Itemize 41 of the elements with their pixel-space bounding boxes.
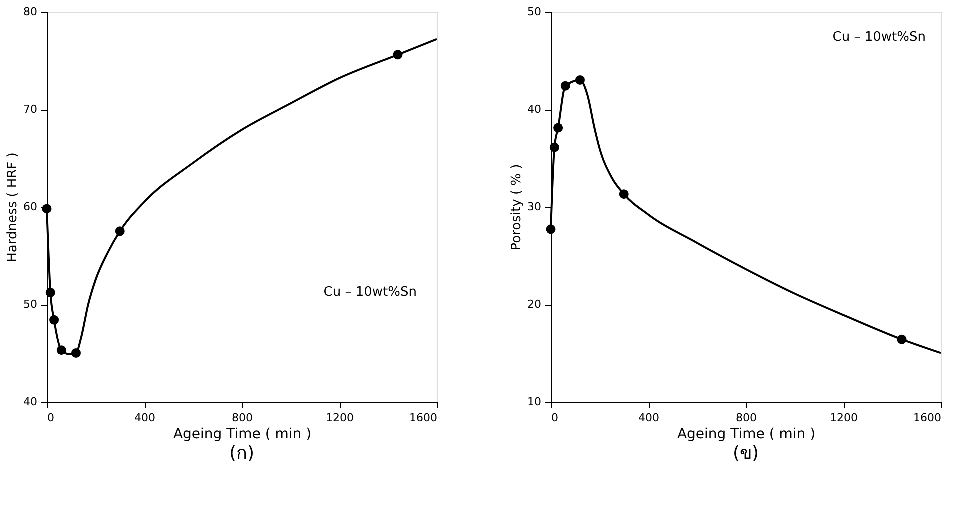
x-tick-label: 1600 <box>410 412 438 424</box>
point <box>393 50 403 60</box>
x-tick-label: 1600 <box>914 412 942 424</box>
y-tick-label: 30 <box>528 200 542 214</box>
point <box>619 190 629 200</box>
y-tick-label: 40 <box>24 396 38 408</box>
text: (ก) <box>229 443 255 464</box>
y-tick-label: 50 <box>24 298 38 311</box>
x-axis-title: Ageing Time ( min ) <box>677 426 816 442</box>
x-tick-label: 1200 <box>326 412 354 424</box>
point <box>550 142 560 152</box>
y-tick-label: 20 <box>528 298 542 311</box>
y-tick-label: 70 <box>24 103 38 116</box>
y-tick-label: 40 <box>528 103 542 116</box>
point <box>897 334 907 344</box>
point <box>554 123 564 133</box>
y-tick-label: 10 <box>528 396 542 408</box>
point <box>50 315 60 325</box>
point <box>560 81 570 91</box>
x-tick-label: 800 <box>736 412 757 424</box>
point <box>576 76 585 85</box>
point <box>56 346 66 356</box>
annotation: Cu – 10wt%Sn <box>832 30 926 45</box>
y-axis-title: Hardness ( HRF ) <box>6 152 21 262</box>
y-tick-label: 50 <box>528 6 542 18</box>
x-tick-label: 800 <box>232 412 253 424</box>
point <box>46 288 56 298</box>
x-tick-label: 1200 <box>830 412 858 424</box>
x-tick-label: 0 <box>48 412 54 424</box>
x-tick-label: 400 <box>638 412 660 424</box>
point <box>72 348 81 358</box>
point <box>115 226 125 236</box>
y-tick-label: 60 <box>24 200 38 214</box>
y-axis-title: Porosity ( % ) <box>510 164 525 251</box>
text: (ข) <box>732 443 760 464</box>
x-tick-label: 400 <box>134 412 156 424</box>
point <box>546 224 556 234</box>
x-tick-label: 0 <box>552 412 558 424</box>
y-tick-label: 80 <box>24 6 38 18</box>
annotation: Cu – 10wt%Sn <box>324 285 417 300</box>
x-axis-title: Ageing Time ( min ) <box>173 426 312 442</box>
